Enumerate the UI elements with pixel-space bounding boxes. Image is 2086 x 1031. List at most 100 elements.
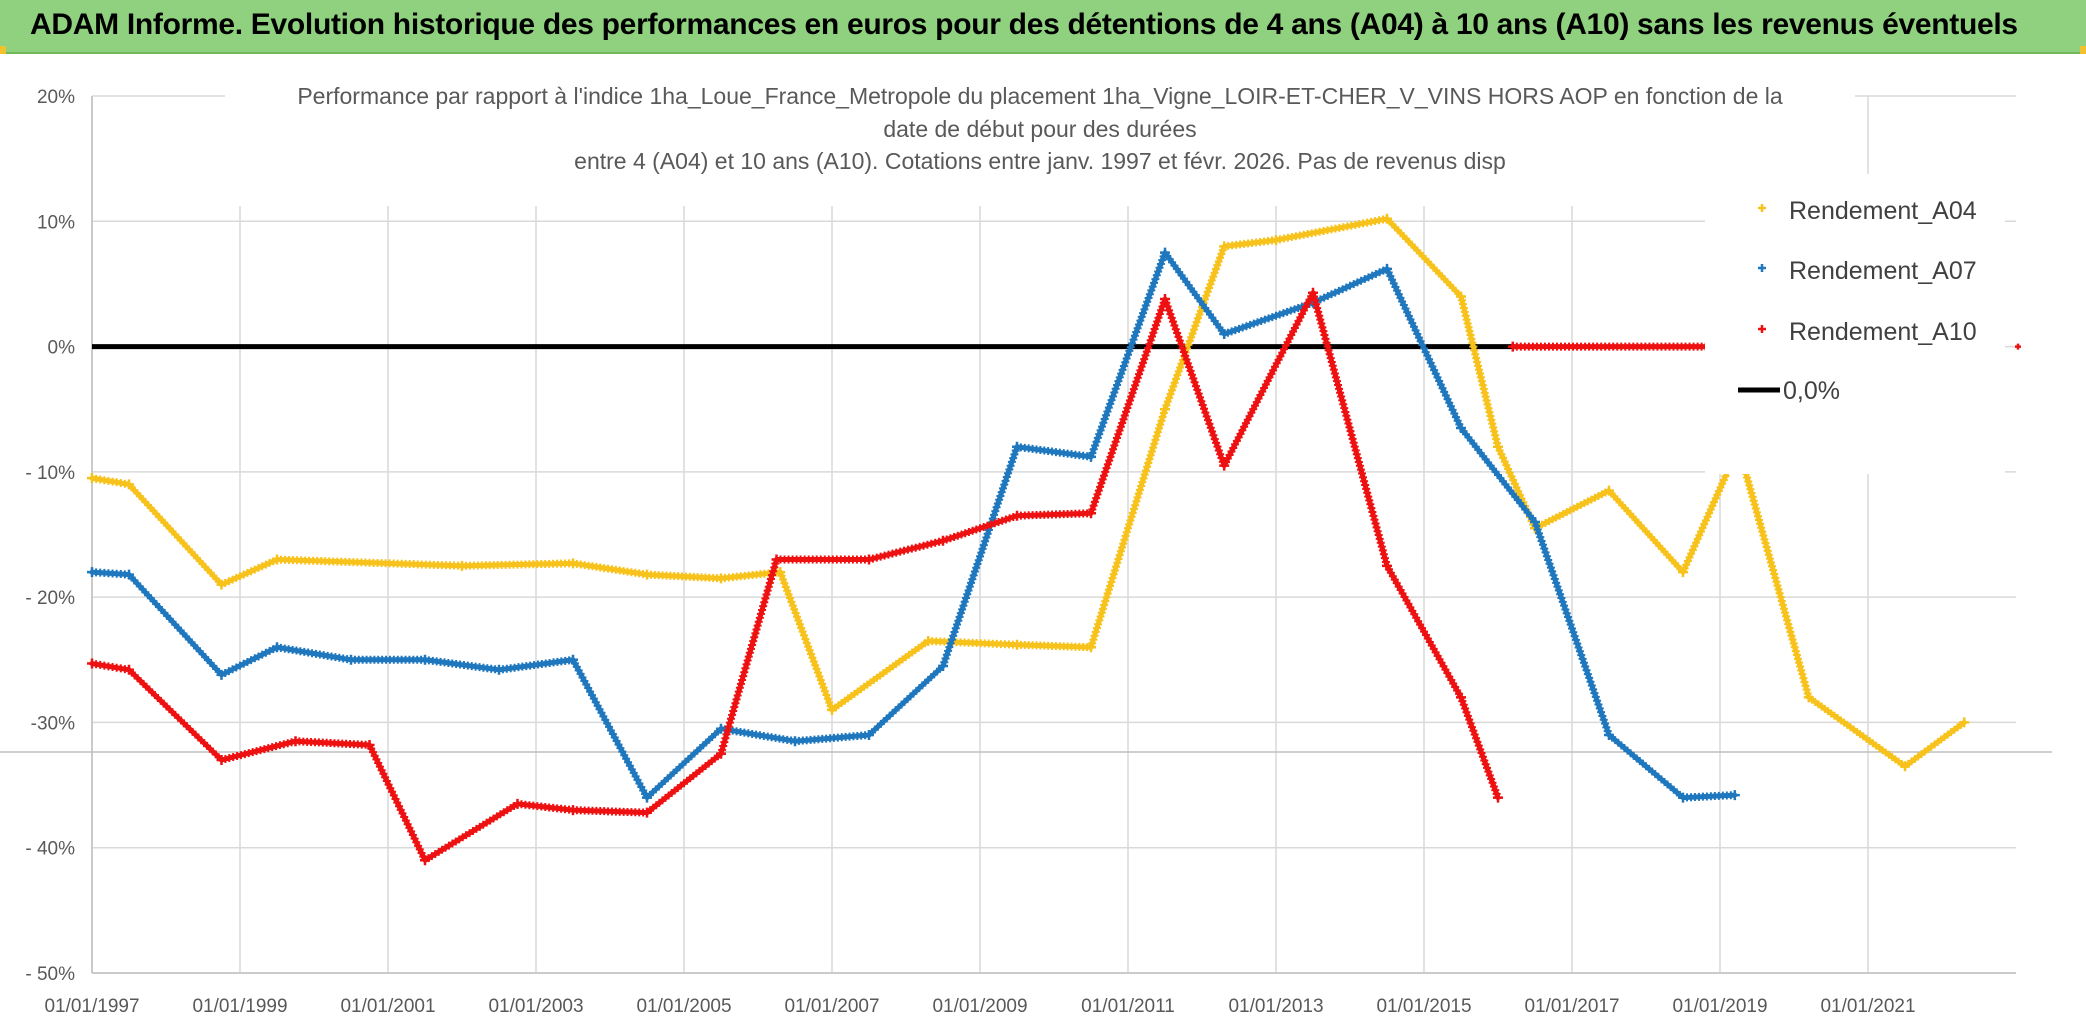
legend-plus-marker — [1758, 204, 1766, 212]
x-tick-label: 01/01/2011 — [1081, 996, 1175, 1017]
data-point — [124, 479, 134, 490]
data-point — [642, 792, 652, 803]
data-point — [771, 554, 782, 565]
series-markers — [88, 214, 1969, 771]
data-point — [420, 654, 430, 665]
x-tick-label: 01/01/2021 — [1820, 996, 1915, 1017]
chart-title-line-1: Performance par rapport à l'indice 1ha_L… — [297, 83, 1783, 109]
data-point — [827, 704, 837, 715]
title-banner: ADAM Informe. Evolution historique des p… — [0, 0, 2086, 54]
y-tick-label: - 40% — [25, 839, 75, 860]
data-point — [716, 723, 726, 734]
chart-title-background — [225, 76, 1855, 206]
data-point — [642, 569, 652, 580]
y-tick-label: 0% — [48, 338, 76, 359]
data-point — [1271, 235, 1281, 246]
data-point — [272, 642, 282, 653]
data-point — [568, 558, 578, 569]
data-point — [216, 579, 227, 590]
series-markers — [88, 288, 1502, 865]
x-tick-label: 01/01/2005 — [636, 996, 731, 1017]
data-point — [1012, 441, 1022, 452]
data-point — [1219, 329, 1230, 340]
series-marks — [87, 213, 1970, 866]
x-tick-label: 01/01/2009 — [932, 996, 1027, 1017]
data-point — [1678, 792, 1688, 803]
legend-plus-marker — [1758, 264, 1766, 272]
chart-title: Performance par rapport à l'indice 1ha_L… — [225, 76, 1855, 206]
chart-title-line-3: entre 4 (A04) et 10 ans (A10). Cotations… — [574, 148, 1506, 174]
data-point — [1160, 404, 1170, 415]
data-point — [1086, 508, 1096, 519]
series-markers — [88, 248, 1739, 802]
data-point — [1456, 423, 1466, 434]
data-point — [1219, 241, 1230, 252]
x-tick-label: 01/01/2001 — [340, 996, 435, 1017]
x-tick-label: 01/01/2007 — [784, 996, 879, 1017]
legend-label: Rendement_A04 — [1789, 197, 1977, 225]
data-point — [420, 855, 430, 866]
data-point — [87, 658, 97, 669]
y-tick-label: - 10% — [25, 463, 75, 484]
data-point — [1959, 717, 1970, 728]
corner-accent-left — [0, 46, 6, 54]
y-tick-label: - 50% — [25, 964, 75, 985]
x-tick-label: 01/01/1999 — [192, 996, 287, 1017]
data-point — [938, 661, 948, 672]
data-point — [923, 635, 934, 646]
y-axis-ticks: 20% 10% 0% - 10% - 20% -30% - 40% - 50% — [25, 87, 75, 985]
data-point — [1086, 451, 1096, 462]
x-tick-label: 01/01/1997 — [44, 996, 139, 1017]
corner-accent-right — [2080, 46, 2086, 54]
series-trail — [89, 290, 1501, 863]
data-point — [1456, 692, 1466, 703]
data-point — [272, 554, 282, 565]
data-point — [1086, 642, 1096, 653]
series-rendement-a10 — [87, 287, 1503, 866]
data-point — [290, 736, 301, 747]
data-point — [1308, 287, 1318, 298]
data-point — [864, 729, 874, 740]
data-point — [1493, 441, 1503, 452]
y-tick-label: -30% — [31, 713, 75, 734]
data-point — [216, 669, 227, 680]
data-point — [87, 473, 97, 484]
data-point — [457, 560, 467, 571]
series-rendement-a04 — [87, 213, 1970, 772]
performance-chart: Performance par rapport à l'indice 1ha_L… — [0, 76, 2052, 1017]
data-point — [1604, 485, 1614, 496]
legend-background — [1705, 174, 2005, 474]
data-point — [568, 805, 578, 816]
data-point — [1456, 291, 1466, 302]
legend-label: Rendement_A10 — [1789, 318, 1977, 346]
series-rendement-a07 — [87, 247, 1740, 803]
data-point — [494, 664, 504, 675]
legend-plus-marker — [1758, 325, 1766, 333]
data-point — [1729, 790, 1740, 801]
data-point — [938, 535, 948, 546]
data-point — [1507, 341, 1518, 352]
data-point — [568, 654, 578, 665]
y-tick-label: 20% — [37, 87, 75, 108]
data-point — [1160, 247, 1170, 258]
legend: Rendement_A04 Rendement_A07 Rendement_A10 0… — [1705, 174, 2021, 474]
data-point — [1219, 460, 1230, 471]
banner-title: ADAM Informe. Evolution historique des p… — [30, 8, 2018, 41]
data-point — [716, 573, 726, 584]
x-tick-label: 01/01/2019 — [1672, 996, 1767, 1017]
series-trail — [89, 216, 1967, 769]
data-point — [1678, 567, 1688, 578]
data-point — [642, 807, 652, 818]
data-point — [87, 567, 97, 578]
data-point — [1382, 263, 1392, 274]
data-point — [1530, 516, 1540, 527]
x-tick-label: 01/01/2013 — [1228, 996, 1323, 1017]
data-point — [1803, 692, 1814, 703]
data-point — [790, 736, 800, 747]
data-point — [124, 664, 134, 675]
data-point — [1012, 510, 1022, 521]
data-point — [1604, 729, 1614, 740]
data-point — [1493, 792, 1503, 803]
series-trail — [89, 250, 1738, 801]
chart-grid — [0, 95, 2052, 974]
